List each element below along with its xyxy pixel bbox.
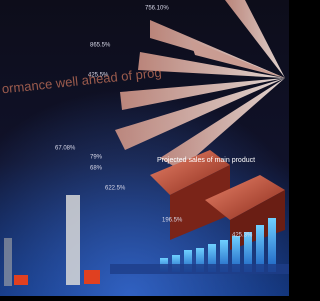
label: 196.5% [162,218,183,224]
label: 756.10% [145,6,169,12]
label: 79% [90,155,103,161]
caption: Projected sales of main product [157,157,255,164]
label: 67.08% [55,146,76,152]
axis-strip [110,264,289,274]
label: 425.3% [232,233,253,239]
label: 68% [90,166,103,172]
label: 865.5% [90,43,111,49]
label: 622.5% [105,186,126,192]
photo: 756.10% 865.5% 425.5% 67.08% 79% 68% 622… [0,0,289,296]
